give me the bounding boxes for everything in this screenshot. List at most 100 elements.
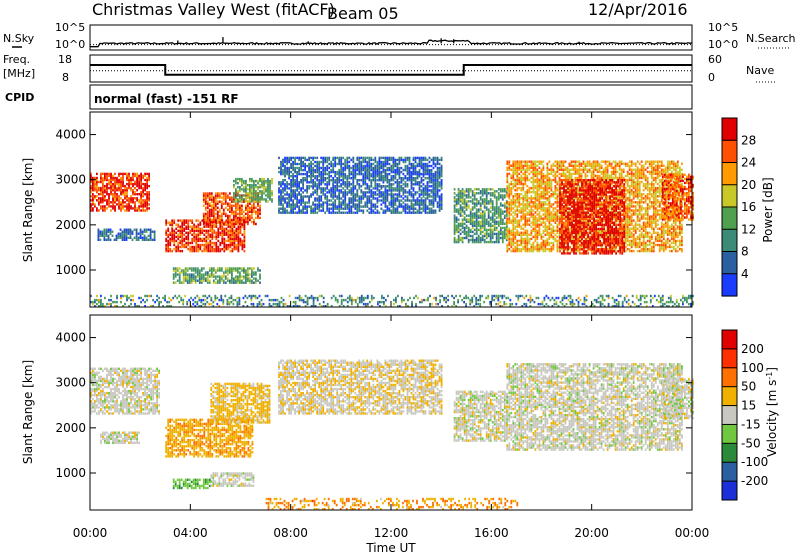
heatmap-cell xyxy=(334,156,337,160)
heatmap-cell xyxy=(328,183,331,186)
heatmap-cell xyxy=(290,185,292,188)
heatmap-cell xyxy=(489,236,492,240)
heatmap-cell xyxy=(522,176,525,180)
heatmap-cell xyxy=(495,198,498,201)
heatmap-cell xyxy=(120,201,122,204)
heatmap-cell xyxy=(332,203,335,206)
heatmap-cell xyxy=(477,208,480,211)
heatmap-cell xyxy=(298,185,300,188)
heatmap-cell xyxy=(501,232,504,236)
heatmap-cell xyxy=(346,205,349,208)
heatmap-cell xyxy=(438,181,441,184)
heatmap-cell xyxy=(278,166,280,170)
heatmap-cell xyxy=(278,195,280,198)
heatmap-cell xyxy=(556,170,559,174)
heatmap-cell xyxy=(524,199,527,202)
heatmap-cell xyxy=(380,193,383,196)
heatmap-cell xyxy=(209,227,212,230)
heatmap-cell xyxy=(483,190,486,193)
heatmap-cell xyxy=(542,201,545,204)
heatmap-cell xyxy=(520,227,523,230)
heatmap-cell xyxy=(292,162,294,166)
heatmap-cell xyxy=(165,231,168,234)
heatmap-cell xyxy=(522,245,525,249)
heatmap-cell xyxy=(532,180,535,184)
heatmap-cell xyxy=(298,170,300,174)
heatmap-cell xyxy=(243,223,246,226)
heatmap-cell xyxy=(231,227,234,230)
heatmap-cell xyxy=(457,240,460,244)
heatmap-cell xyxy=(128,180,130,184)
heatmap-cell xyxy=(194,281,197,284)
heatmap-cell xyxy=(259,206,261,209)
heatmap-cell xyxy=(352,160,355,164)
heatmap-cell xyxy=(122,199,124,202)
heatmap-cell xyxy=(546,207,549,210)
heatmap-cell xyxy=(370,172,373,176)
heatmap-cell xyxy=(508,189,511,192)
heatmap-cell xyxy=(220,214,223,218)
heatmap-cell xyxy=(485,190,488,193)
heatmap-cell xyxy=(257,196,259,199)
heatmap-cell xyxy=(532,172,535,176)
heatmap-cell xyxy=(489,216,492,219)
heatmap-cell xyxy=(189,247,192,251)
heatmap-cell xyxy=(465,196,468,199)
heatmap-cell xyxy=(202,204,205,207)
heatmap-cell xyxy=(463,200,466,203)
heatmap-cell xyxy=(338,177,341,180)
heatmap-cell xyxy=(175,249,178,253)
heatmap-cell xyxy=(516,176,519,180)
heatmap-cell xyxy=(247,271,249,274)
heatmap-cell xyxy=(457,226,460,230)
heatmap-cell xyxy=(215,249,218,253)
heatmap-cell xyxy=(426,183,429,186)
heatmap-cell xyxy=(128,186,130,190)
heatmap-cell xyxy=(408,193,411,196)
heatmap-cell xyxy=(459,200,462,203)
heatmap-cell xyxy=(344,203,347,206)
heatmap-cell xyxy=(352,158,355,162)
heatmap-cell xyxy=(364,205,367,208)
heatmap-cell xyxy=(455,216,458,219)
heatmap-cell xyxy=(290,195,292,198)
heatmap-cell xyxy=(247,220,249,224)
heatmap-cell xyxy=(310,164,312,168)
heatmap-cell xyxy=(414,177,417,180)
heatmap-cell xyxy=(227,269,229,272)
heatmap-cell xyxy=(406,170,409,174)
heatmap-cell xyxy=(253,202,255,205)
heatmap-cell xyxy=(148,207,150,210)
heatmap-cell xyxy=(370,205,373,208)
heatmap-cell xyxy=(414,170,417,174)
heatmap-cell xyxy=(191,219,194,222)
heatmap-cell xyxy=(422,195,425,198)
heatmap-cell xyxy=(104,172,106,176)
heatmap-cell xyxy=(483,214,486,217)
heatmap-cell xyxy=(140,195,142,198)
heatmap-cell xyxy=(412,195,415,198)
heatmap-cell xyxy=(172,273,175,276)
heatmap-cell xyxy=(514,193,517,196)
heatmap-cell xyxy=(203,239,206,243)
heatmap-cell xyxy=(350,191,353,194)
heatmap-cell xyxy=(106,193,108,196)
heatmap-cell xyxy=(524,231,527,234)
heatmap-cell xyxy=(251,271,253,274)
heatmap-cell xyxy=(491,220,494,223)
heatmap-cell xyxy=(471,236,474,240)
heatmap-cell xyxy=(524,203,527,206)
heatmap-cell xyxy=(215,241,218,245)
heatmap-cell xyxy=(233,247,236,251)
heatmap-cell xyxy=(536,170,539,174)
heatmap-cell xyxy=(467,204,470,207)
heatmap-cell xyxy=(188,277,191,280)
heatmap-cell xyxy=(136,180,138,184)
heatmap-cell xyxy=(122,174,124,178)
heatmap-cell xyxy=(118,184,120,188)
heatmap-cell xyxy=(206,271,209,274)
heatmap-cell xyxy=(524,221,527,224)
heatmap-cell xyxy=(522,199,525,202)
heatmap-cell xyxy=(520,182,523,186)
heatmap-cell xyxy=(94,197,96,200)
